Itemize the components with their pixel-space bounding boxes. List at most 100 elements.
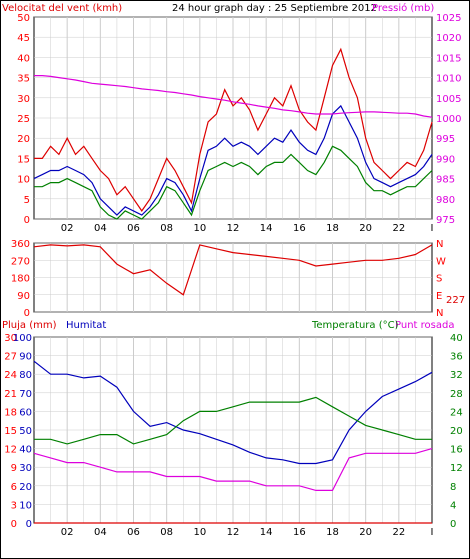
compass-tick-label: W [436, 256, 446, 267]
hour-tick-label: 10 [193, 527, 206, 538]
series-line-temperatura-c- [34, 396, 432, 445]
direction-tick-label: 180 [11, 274, 30, 285]
humidity-tick-label: 50 [19, 426, 32, 437]
hour-tick-label: 04 [94, 223, 107, 234]
hour-tick-label: 22 [392, 223, 405, 234]
humidity-tick-label: 100 [13, 333, 32, 344]
hour-tick-label: 12 [227, 527, 240, 538]
pressure-tick-label: 985 [436, 175, 455, 186]
temperature-tick-label: 24 [450, 407, 463, 418]
pressure-tick-label: 975 [436, 215, 455, 226]
direction-tick-label: 0 [24, 308, 30, 319]
wind-tick-label: 35 [17, 74, 30, 85]
direction-tick-label: 270 [11, 256, 30, 267]
pressure-tick-label: 995 [436, 134, 455, 145]
dew-point-axis-title: Punt rosada [395, 320, 454, 331]
wind-tick-label: 50 [17, 13, 30, 24]
series-line-punt-rosada [33, 448, 433, 491]
temperature-tick-label: 20 [450, 426, 463, 437]
wind-tick-label: 25 [17, 114, 30, 125]
rain-tick-label: 9 [11, 463, 17, 474]
rain-tick-label: 0 [11, 519, 17, 530]
hour-tick-label: 08 [160, 527, 173, 538]
hour-tick-label: 14 [260, 223, 273, 234]
compass-tick-label: S [436, 274, 442, 285]
hour-tick-label: 06 [127, 223, 140, 234]
rain-tick-label: 27 [4, 352, 17, 363]
pressure-tick-label: 1025 [436, 13, 461, 24]
series-line-average [33, 104, 433, 216]
rain-tick-label: 15 [4, 426, 17, 437]
pressure-tick-label: 1010 [436, 74, 461, 85]
temperature-tick-label: 12 [450, 463, 463, 474]
wind-tick-label: 40 [17, 53, 30, 64]
humidity-axis-title: Humitat [66, 320, 106, 331]
temperature-tick-label: 16 [450, 445, 463, 456]
compass-tick-label: N [436, 239, 443, 250]
series-line-humitat [33, 360, 433, 465]
temperature-tick-label: 40 [450, 333, 463, 344]
hour-tick-label: 02 [61, 527, 74, 538]
hour-tick-label: I [431, 223, 434, 234]
temperature-tick-label: 4 [450, 500, 456, 511]
hour-tick-label: 16 [293, 527, 306, 538]
rain-tick-label: 18 [4, 407, 17, 418]
hour-tick-label: 12 [227, 223, 240, 234]
humidity-tick-label: 40 [19, 445, 32, 456]
hour-tick-label: 20 [359, 223, 372, 234]
pressure-tick-label: 980 [436, 195, 455, 206]
pressure-axis-title: Pressió (mb) [372, 2, 434, 14]
hour-tick-label: 18 [326, 527, 339, 538]
hour-tick-label: 18 [326, 223, 339, 234]
rain-axis-title: Pluja (mm) [2, 320, 57, 331]
compass-tick-label: N [436, 308, 443, 319]
hour-tick-label: I [431, 527, 434, 538]
chart-title: 24 hour graph day : 25 Septiembre 2012 [172, 3, 377, 14]
rain-tick-label: 3 [11, 500, 17, 511]
wind-tick-label: 45 [17, 33, 30, 44]
series-line-direction-avg [34, 145, 433, 220]
temperature-tick-label: 32 [450, 370, 463, 381]
hour-tick-label: 02 [61, 223, 74, 234]
series-line-gust [34, 47, 433, 212]
temperature-axis-title: Temperatura (°C) [311, 320, 399, 331]
pressure-tick-label: 1020 [436, 33, 461, 44]
humidity-tick-label: 0 [26, 519, 32, 530]
humidity-tick-label: 30 [19, 463, 32, 474]
rain-tick-label: 12 [4, 445, 17, 456]
hour-tick-label: 16 [293, 223, 306, 234]
hour-tick-label: 10 [193, 223, 206, 234]
wind-tick-label: 10 [17, 175, 30, 186]
direction-tick-label: 90 [17, 291, 30, 302]
temperature-tick-label: 28 [450, 389, 463, 400]
pressure-tick-label: 990 [436, 154, 455, 165]
hour-tick-label: 14 [260, 527, 273, 538]
humidity-tick-label: 70 [19, 389, 32, 400]
humidity-tick-label: 20 [19, 482, 32, 493]
series-line-pressure [34, 74, 433, 118]
temperature-tick-label: 36 [450, 352, 463, 363]
wind-tick-label: 30 [17, 94, 30, 105]
direction-tick-label: 360 [11, 239, 30, 250]
rain-tick-label: 21 [4, 389, 17, 400]
rain-tick-label: 6 [11, 482, 17, 493]
pressure-tick-label: 1005 [436, 94, 461, 105]
series-line-wind-direction [33, 244, 433, 296]
temperature-tick-label: 0 [450, 519, 456, 530]
pressure-tick-label: 1000 [436, 114, 461, 125]
humidity-tick-label: 90 [19, 352, 32, 363]
hour-tick-label: 22 [392, 527, 405, 538]
hour-tick-label: 20 [359, 527, 372, 538]
hour-tick-label: 08 [160, 223, 173, 234]
hour-tick-label: 06 [127, 527, 140, 538]
rain-tick-label: 30 [4, 333, 17, 344]
compass-tick-label: E [436, 291, 442, 302]
hour-tick-label: 04 [94, 527, 107, 538]
humidity-tick-label: 10 [19, 500, 32, 511]
humidity-tick-label: 80 [19, 370, 32, 381]
temperature-tick-label: 8 [450, 482, 456, 493]
wind-speed-axis-title: Velocitat del vent (kmh) [2, 3, 122, 14]
wind-tick-label: 0 [24, 215, 30, 226]
